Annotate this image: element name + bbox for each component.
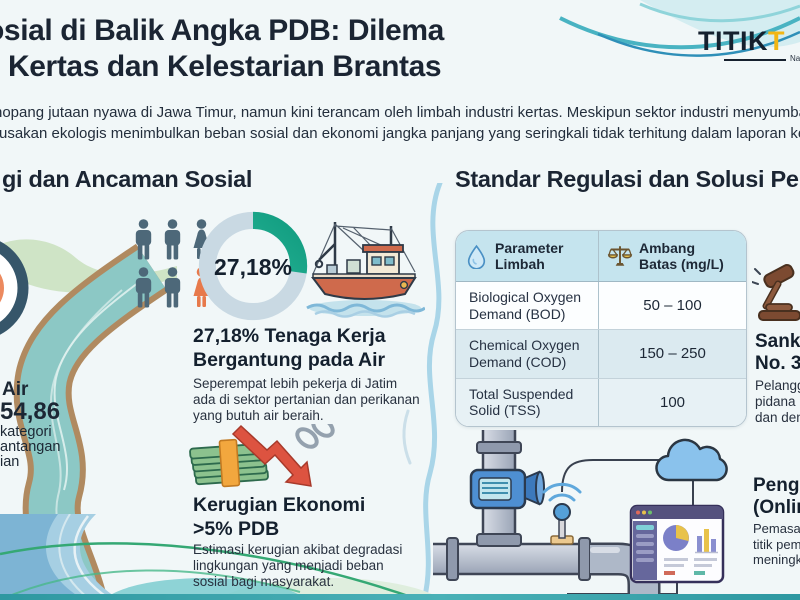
river-stat-fragment: antangan bbox=[0, 439, 61, 455]
economy-title-line1: Kerugian Ekonomi bbox=[193, 494, 366, 516]
water-drop-icon bbox=[467, 244, 486, 269]
monitoring-title-line1: Pengaw bbox=[753, 475, 800, 496]
table-cell-value: 100 bbox=[659, 393, 686, 411]
down-arrow-icon bbox=[231, 424, 312, 487]
workforce-stat-title: 27,18% Tenaga Kerja Bergantung pada Air bbox=[193, 325, 386, 372]
economic-loss-icons bbox=[189, 424, 335, 488]
monitoring-desc: Pemasangan titik pembua meningkatka bbox=[753, 521, 800, 568]
intro-line1: nopang jutaan nyawa di Jawa Timur, namun… bbox=[0, 104, 800, 121]
page-title-line1: osial di Balik Angka PDB: Dilema bbox=[0, 14, 444, 47]
workforce-desc-line2: ada di sektor pertanian dan perikanan bbox=[193, 392, 420, 408]
sanction-desc: Pelangg pidana dan den bbox=[755, 378, 800, 426]
table-cell-value: 150 – 250 bbox=[639, 345, 706, 363]
monitoring-desc-line1: Pemasangan bbox=[753, 521, 800, 536]
monitoring-title: Pengaw (Online bbox=[753, 475, 800, 519]
top-right-wave-decoration bbox=[559, 0, 800, 57]
page-title-line2: Kertas dan Kelestarian Brantas bbox=[8, 50, 442, 83]
workforce-title-line1: 27,18% Tenaga Kerja bbox=[193, 325, 386, 347]
donut-arc bbox=[198, 211, 308, 321]
cloud-icon bbox=[655, 438, 728, 482]
economy-desc-line2: lingkungan yang menjadi beban bbox=[193, 558, 384, 574]
table-header-parameter: Parameter Limbah bbox=[495, 239, 564, 273]
economy-title-line2: >5% PDB bbox=[193, 517, 280, 540]
table-cell-parameter: Biological Oxygen Demand (BOD) bbox=[469, 289, 582, 322]
workforce-stat-desc: Seperempat lebih pekerja di Jatim ada di… bbox=[193, 376, 420, 425]
workforce-title-line2: Bergantung pada Air bbox=[193, 348, 386, 371]
sanction-desc-line2: pidana bbox=[755, 394, 796, 409]
table-row: Chemical Oxygen Demand (COD) 150 – 250 bbox=[456, 329, 746, 378]
bottom-accent-bar bbox=[0, 594, 800, 600]
table-header-row: Parameter Limbah Ambang Batas (mg/L) bbox=[456, 231, 746, 281]
logo: TITIKT Na bbox=[698, 26, 800, 68]
economy-desc-line1: Estimasi kerugian akibat degradasi bbox=[193, 542, 403, 557]
logo-rule bbox=[724, 59, 786, 61]
river-stat-fragment: ian bbox=[0, 454, 20, 470]
pipe-monitoring-illustration bbox=[433, 430, 728, 600]
river-stat-fragment: kategori bbox=[0, 424, 52, 440]
right-section-heading: Standar Regulasi dan Solusi Per bbox=[455, 166, 800, 192]
river-stat-value: 54,86 bbox=[0, 398, 61, 425]
workforce-desc-line1: Seperempat lebih pekerja di Jatim bbox=[193, 376, 398, 391]
person-icon bbox=[164, 219, 181, 260]
water-quality-gauge bbox=[0, 241, 29, 335]
fishing-boat-illustration bbox=[306, 222, 425, 318]
column-divider-wave bbox=[402, 183, 443, 600]
sanction-title: Sank No. 3 bbox=[755, 331, 800, 375]
intro-line2: rusakan ekologis menimbulkan beban sosia… bbox=[0, 125, 800, 142]
wifi-sensor-icon bbox=[553, 503, 571, 521]
logo-text: TITIK bbox=[698, 26, 768, 56]
money-stack-icon bbox=[189, 438, 269, 488]
economy-desc-line3: sosial bagi masyarakat. bbox=[193, 574, 335, 590]
workforce-desc-line3: yang butuh air beraih. bbox=[193, 408, 324, 424]
scales-icon bbox=[607, 246, 633, 266]
left-section-heading: gi dan Ancaman Sosial bbox=[2, 166, 253, 192]
logo-accent-letter: T bbox=[768, 26, 785, 56]
economy-stat-desc: Estimasi kerugian akibat degradasi lingk… bbox=[193, 542, 402, 591]
regulation-limit-table: Parameter Limbah Ambang Batas (mg/L) Bio… bbox=[455, 230, 747, 427]
person-icon bbox=[135, 219, 152, 260]
table-cell-parameter: Chemical Oxygen Demand (COD) bbox=[469, 337, 580, 370]
logo-tagline: Na bbox=[790, 54, 800, 63]
monitoring-desc-line3: meningkatka bbox=[753, 552, 800, 567]
chain-icon bbox=[295, 424, 335, 449]
economy-stat-title: Kerugian Ekonomi >5% PDB bbox=[193, 494, 365, 541]
table-header-limit: Ambang Batas (mg/L) bbox=[639, 239, 724, 273]
table-row: Total Suspended Solid (TSS) 100 bbox=[456, 377, 746, 426]
sensor-wire bbox=[561, 459, 665, 493]
table-row: Biological Oxygen Demand (BOD) 50 – 100 bbox=[456, 281, 746, 330]
sanction-title-line2: No. 3 bbox=[755, 353, 800, 374]
monitoring-title-line2: (Online bbox=[753, 497, 800, 518]
sanction-title-line1: Sank bbox=[755, 331, 800, 352]
table-cell-parameter: Total Suspended Solid (TSS) bbox=[469, 385, 574, 419]
monitoring-desc-line2: titik pembua bbox=[753, 536, 800, 552]
person-icon bbox=[164, 267, 181, 308]
person-icon bbox=[135, 267, 152, 308]
river-stat-fragment: Air bbox=[2, 379, 29, 400]
dashboard-bar-chart bbox=[695, 529, 718, 554]
donut-center-label: 27,18% bbox=[213, 254, 292, 280]
sanction-desc-line3: dan den bbox=[755, 410, 800, 425]
gavel-icon bbox=[752, 264, 800, 321]
table-cell-value: 50 – 100 bbox=[643, 297, 702, 315]
dashboard-window bbox=[629, 504, 725, 584]
workforce-donut-chart: 27,18% bbox=[196, 209, 310, 323]
sanction-desc-line1: Pelangg bbox=[755, 378, 800, 393]
